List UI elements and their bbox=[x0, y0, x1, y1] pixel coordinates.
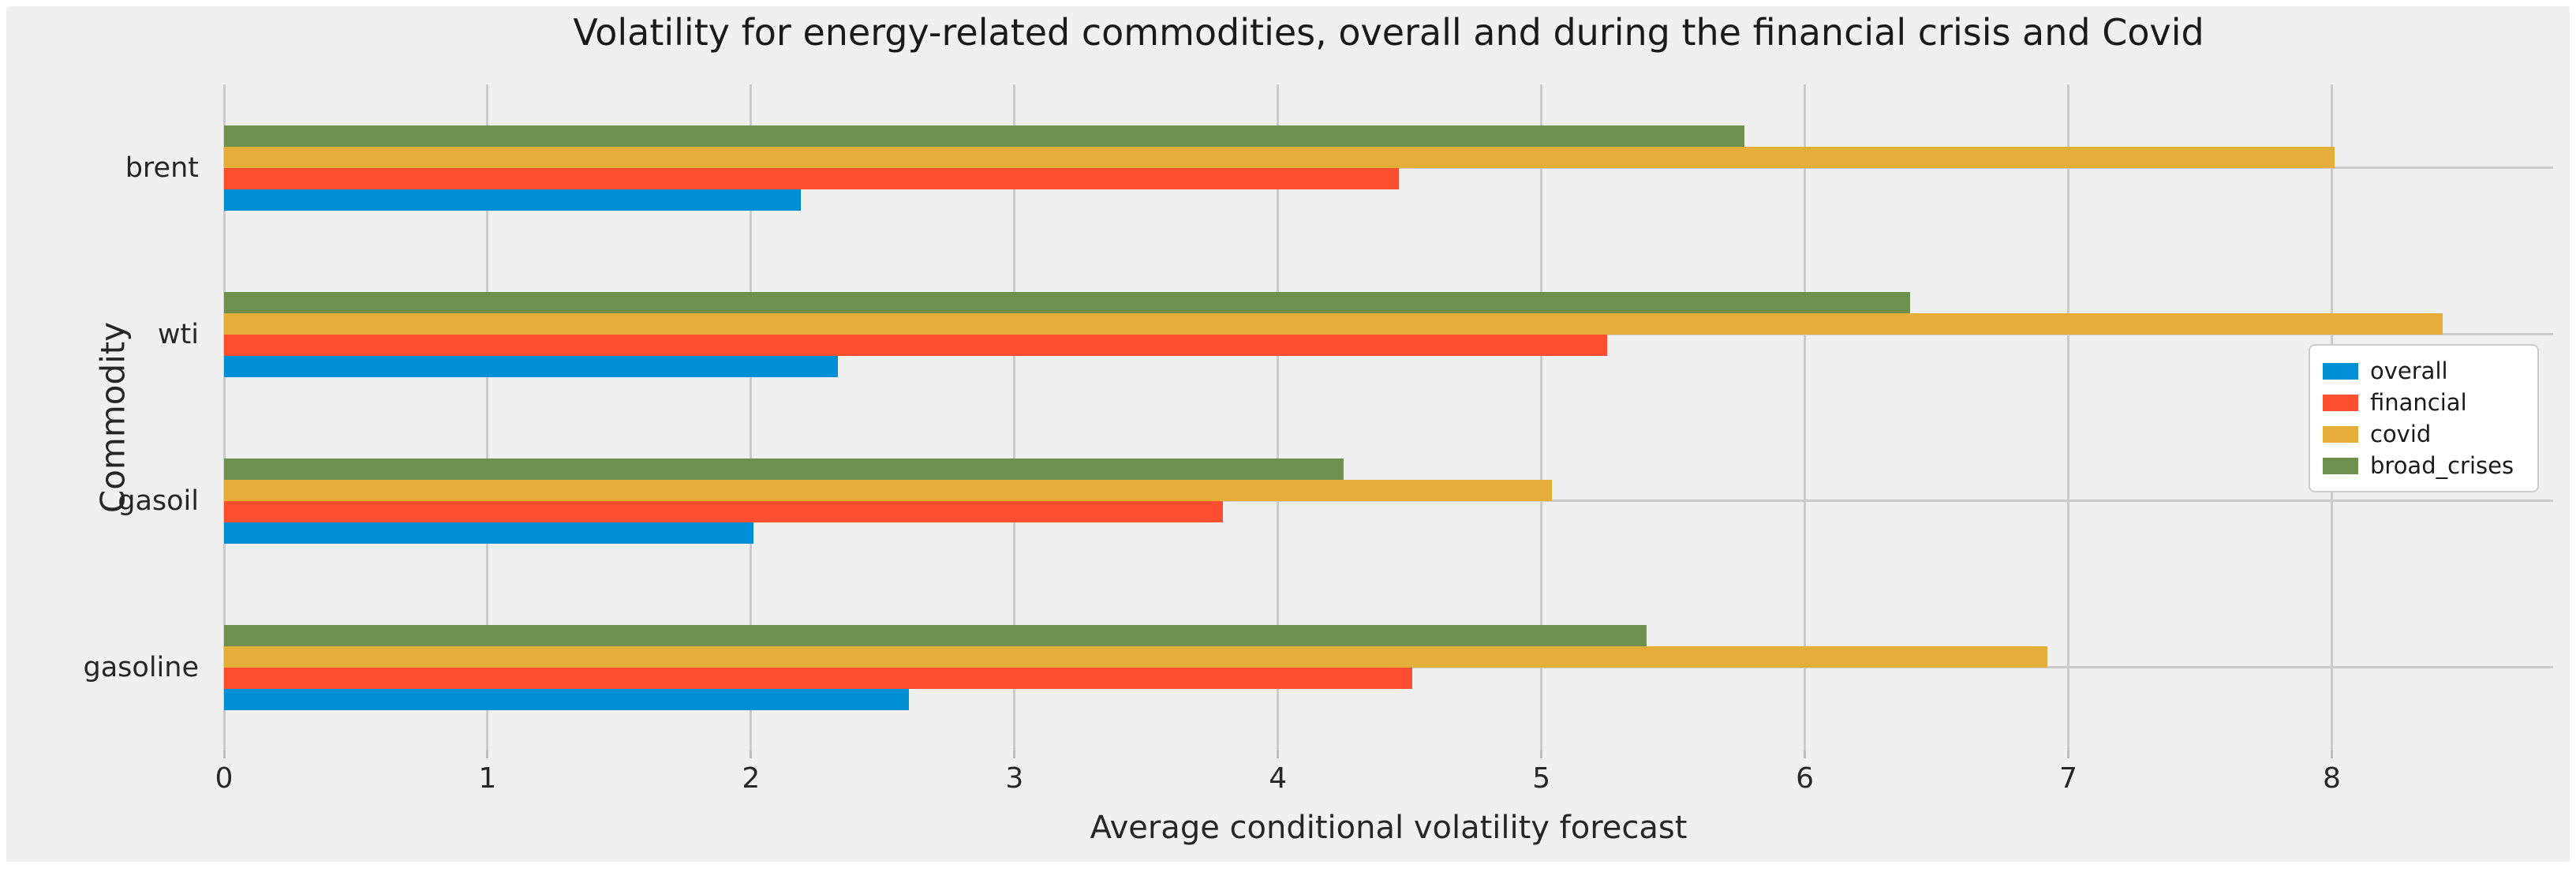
x-tick-label: 5 bbox=[1532, 762, 1551, 795]
y-gridline bbox=[224, 500, 2553, 502]
legend-swatch-broad_crises bbox=[2323, 457, 2358, 474]
x-gridline bbox=[1540, 84, 1543, 750]
legend-label: covid bbox=[2370, 421, 2432, 447]
bar-wti-financial bbox=[224, 334, 1608, 356]
x-tick-mark bbox=[2067, 750, 2070, 758]
bar-wti-covid bbox=[224, 312, 2443, 335]
x-gridline bbox=[1013, 84, 1016, 750]
legend-label: broad_crises bbox=[2370, 452, 2514, 479]
x-tick-label: 1 bbox=[478, 762, 497, 795]
x-gridline bbox=[2067, 84, 2070, 750]
x-gridline bbox=[486, 84, 489, 750]
legend-label: financial bbox=[2370, 389, 2467, 416]
x-tick-label: 3 bbox=[1005, 762, 1024, 795]
chart-figure: Volatility for energy-related commoditie… bbox=[6, 6, 2570, 862]
bar-gasoil-covid bbox=[224, 479, 1553, 501]
y-tick-label: wti bbox=[157, 318, 199, 350]
x-tick-mark bbox=[2330, 750, 2333, 758]
bar-gasoil-overall bbox=[224, 522, 754, 544]
legend-item-financial: financial bbox=[2323, 387, 2525, 418]
x-gridline bbox=[1277, 84, 1280, 750]
x-tick-label: 0 bbox=[215, 762, 234, 795]
x-tick-label: 6 bbox=[1796, 762, 1815, 795]
legend-label: overall bbox=[2370, 357, 2448, 384]
y-tick-label: gasoline bbox=[83, 651, 199, 683]
bar-brent-broad_crises bbox=[224, 125, 1744, 147]
y-tick-label: gasoil bbox=[118, 485, 199, 517]
x-tick-mark bbox=[1277, 750, 1280, 758]
x-tick-mark bbox=[1804, 750, 1807, 758]
y-axis-label: Commodity bbox=[93, 321, 133, 514]
x-tick-label: 4 bbox=[1269, 762, 1288, 795]
bar-wti-overall bbox=[224, 355, 839, 377]
bar-wti-broad_crises bbox=[224, 291, 1911, 313]
x-tick-mark bbox=[222, 750, 226, 758]
legend: overall financial covid broad_crises bbox=[2309, 344, 2539, 492]
legend-swatch-covid bbox=[2323, 425, 2358, 443]
x-tick-mark bbox=[486, 750, 489, 758]
x-tick-mark bbox=[1013, 750, 1016, 758]
bar-gasoline-overall bbox=[224, 688, 910, 710]
legend-swatch-overall bbox=[2323, 362, 2358, 380]
bar-gasoline-covid bbox=[224, 646, 2047, 668]
x-gridline bbox=[750, 84, 753, 750]
legend-item-covid: covid bbox=[2323, 418, 2525, 450]
bar-gasoil-financial bbox=[224, 500, 1223, 522]
bar-brent-financial bbox=[224, 167, 1400, 189]
x-axis-label: Average conditional volatility forecast bbox=[1090, 810, 1688, 846]
x-gridline bbox=[222, 84, 226, 750]
legend-item-overall: overall bbox=[2323, 355, 2525, 387]
y-tick-label: brent bbox=[125, 152, 199, 184]
bar-brent-overall bbox=[224, 189, 802, 211]
bar-gasoline-broad_crises bbox=[224, 624, 1647, 646]
bar-gasoil-broad_crises bbox=[224, 458, 1344, 480]
x-tick-mark bbox=[1540, 750, 1543, 758]
chart-title: Volatility for energy-related commoditie… bbox=[573, 11, 2204, 54]
bar-gasoline-financial bbox=[224, 667, 1413, 689]
bar-brent-covid bbox=[224, 146, 2335, 168]
x-tick-label: 7 bbox=[2059, 762, 2077, 795]
x-tick-mark bbox=[750, 750, 753, 758]
legend-item-broad_crises: broad_crises bbox=[2323, 450, 2525, 481]
x-tick-label: 8 bbox=[2323, 762, 2341, 795]
x-gridline bbox=[1804, 84, 1807, 750]
legend-swatch-financial bbox=[2323, 394, 2358, 411]
x-tick-label: 2 bbox=[742, 762, 761, 795]
plot-area: 0 1 2 3 4 5 6 7 8 brent wti gasoil gasoline bbox=[6, 6, 2570, 862]
